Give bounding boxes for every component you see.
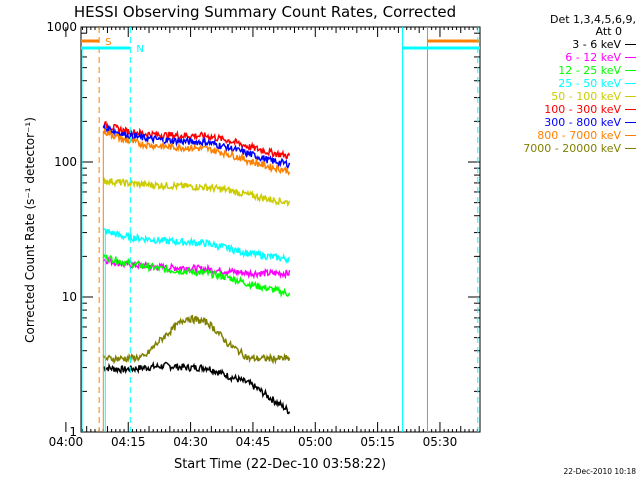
generation-timestamp: 22-Dec-2010 10:18 [563,467,636,476]
x-tick-label: 05:15 [360,435,395,449]
x-axis-label: Start Time (22-Dec-10 03:58:22) [174,457,386,472]
legend-item-label: 25 - 50 keV [558,77,621,90]
legend-item: 6 - 12 keV [480,51,636,64]
legend-swatch [625,44,636,45]
series-line-12-25keV [102,253,291,299]
legend-item: 300 - 800 keV [480,116,636,129]
legend-swatch [625,57,636,58]
legend-swatch [625,83,636,84]
legend-header-line1: Det 1,3,4,5,6,9, [549,13,636,26]
legend-item-label: 7000 - 20000 keV [523,142,621,155]
legend-swatch [625,135,636,136]
x-tick-label: 04:00 [49,435,84,449]
y-tick-label: 100 [54,155,77,169]
series-line-3-6keV [102,360,291,415]
series-line-25-50keV [103,228,291,265]
legend-item: 800 - 7000 keV [480,129,636,142]
legend-swatch [625,122,636,123]
y-tick-label: 1000 [46,20,77,34]
series-line-6-12keV [102,255,291,280]
y-tick-label: 10 [62,290,77,304]
legend-item-label: 12 - 25 keV [558,64,621,77]
series-line-300-800keV [102,123,291,169]
legend-item-label: 3 - 6 keV [572,38,621,51]
legend-item: 3 - 6 keV [480,38,636,51]
legend-swatch [625,70,636,71]
marker-label: S [105,37,111,48]
legend-swatch [625,96,636,97]
legend-item-label: 6 - 12 keV [565,51,621,64]
legend-swatch [625,109,636,110]
series-line-800-7000keV [102,128,291,176]
legend-rows: 3 - 6 keV 6 - 12 keV 12 - 25 keV 25 - 50 ke… [480,38,636,155]
legend-item: 50 - 100 keV [480,90,636,103]
x-tick-label: 04:30 [173,435,208,449]
y-tick-label: 1 [69,425,77,439]
legend-item-label: 300 - 800 keV [544,116,621,129]
x-tick-label: 05:00 [298,435,333,449]
x-tick-label: 04:15 [111,435,146,449]
x-tick-label: 04:45 [236,435,271,449]
legend-item: 7000 - 20000 keV [480,142,636,155]
legend-item-label: 800 - 7000 keV [537,129,621,142]
series-line-7000-20000keV [102,314,291,365]
series-line-100-300keV [102,120,291,160]
chart-title: HESSI Observing Summary Count Rates, Cor… [74,3,456,21]
legend-item: 25 - 50 keV [480,77,636,90]
legend-item-label: 100 - 300 keV [544,103,621,116]
plot-frame [80,26,481,433]
legend-item: 12 - 25 keV [480,64,636,77]
legend-swatch [625,148,636,149]
legend-item: 100 - 300 keV [480,103,636,116]
legend-header-line2: Att 0 [595,25,622,38]
y-axis-label: Corrected Count Rate (s⁻¹ detector⁻¹) [23,117,37,343]
legend-item-label: 50 - 100 keV [551,90,621,103]
plot-area [102,120,291,415]
legend: Det 1,3,4,5,6,9, Att 0 3 - 6 keV 6 - 12 k… [480,14,636,155]
series-line-50-100keV [102,177,291,208]
marker-label: N [136,44,143,55]
x-tick-label: 05:30 [423,435,458,449]
